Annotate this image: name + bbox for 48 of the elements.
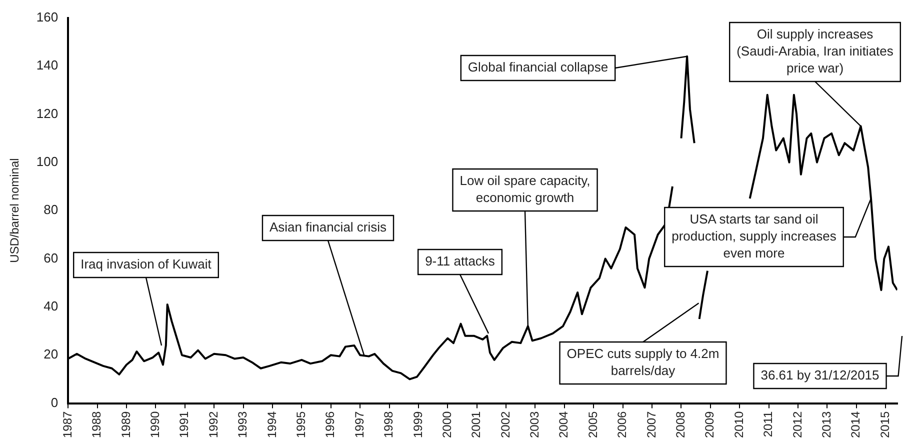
x-tick-label: 1998 [382,410,396,438]
annotation: 9-11 attacks [425,254,496,269]
annotation: USA starts tar sand oil production, supply increases even more [672,212,837,261]
x-tick-label: 2010 [732,410,746,438]
annotation: Iraq invasion of Kuwait [80,256,212,272]
x-tick-label: 2014 [848,410,863,438]
x-tick-label: 1990 [148,410,162,438]
x-tick-label: 2009 [702,410,717,438]
x-tick-label: 2002 [498,410,512,438]
x-tick-label: 2001 [469,410,484,438]
x-tick-label: 2005 [586,410,600,438]
annotation: Oil supply increases (Saudi-Arabia, Iran initiates price war) [736,26,894,76]
y-tick-label: 0 [50,394,58,410]
x-tick-label: 2006 [615,410,630,438]
x-tick-label: 1992 [206,410,220,438]
annotation: OPEC cuts supply to 4.2m barrels/day [566,346,720,378]
y-tick-label: 120 [36,106,58,121]
y-axis-title: USD/barrel nominal [8,158,22,263]
x-tick-label: 2007 [644,410,658,438]
y-tick-label: 80 [44,202,58,218]
annotation: Asian financial crisis [269,220,388,235]
x-tick-label: 1988 [90,410,104,438]
y-tick-label: 40 [44,298,58,314]
x-tick-label: 2012 [790,410,804,438]
x-tick-label: 2015 [878,410,892,438]
x-tick-label: 1994 [264,410,279,438]
x-tick-label: 1999 [410,410,425,438]
x-tick-label: 1987 [60,410,74,438]
x-tick-label: 1995 [294,410,308,438]
annotation: Low oil spare capacity, economic growth [460,173,590,206]
y-tick-label: 100 [36,154,58,169]
x-tick-label: 2011 [761,410,776,438]
x-tick-label: 2000 [440,410,454,438]
y-tick-label: 140 [36,58,58,73]
x-tick-label: 1991 [177,410,192,438]
x-tick-label: 1989 [118,410,133,438]
x-tick-label: 2004 [556,410,571,438]
annotation: Global financial collapse [468,60,608,75]
y-tick-label: 160 [36,9,58,24]
x-tick-label: 1997 [352,410,366,438]
annotation: 36.61 by 31/12/2015 [760,368,880,383]
x-tick-label: 2003 [528,410,542,438]
x-tick-label: 2008 [674,410,688,438]
x-tick-label: 1996 [323,410,338,438]
y-tick-label: 60 [44,250,58,266]
y-tick-label: 20 [44,346,58,362]
x-tick-label: 2013 [820,410,834,438]
x-tick-label: 1993 [236,410,250,438]
